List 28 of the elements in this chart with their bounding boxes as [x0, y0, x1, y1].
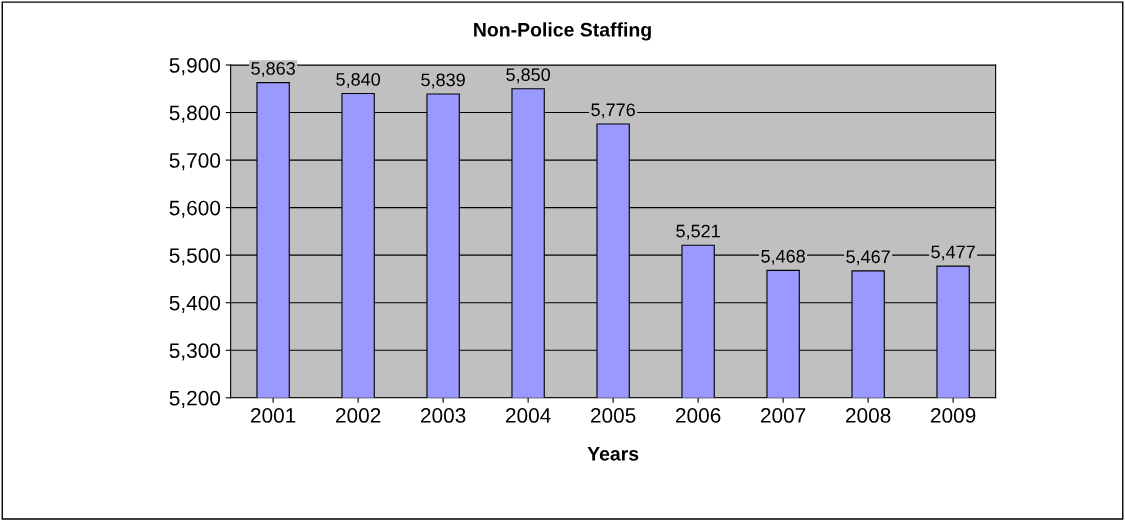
data-label: 5,521: [676, 224, 720, 240]
data-label: 5,477: [931, 245, 975, 261]
y-tick-label: 5,800: [169, 105, 221, 123]
x-tick-label: 2006: [676, 408, 721, 423]
data-label: 5,468: [761, 249, 805, 265]
x-tick-label: 2007: [761, 408, 806, 423]
data-label: 5,863: [251, 62, 295, 77]
x-tick-label: 2005: [591, 408, 636, 423]
data-label: 5,467: [846, 250, 890, 266]
chart-title: Non-Police Staffing: [474, 22, 651, 41]
y-tick-label: 5,600: [169, 200, 221, 218]
x-tick-label: 2008: [846, 408, 891, 423]
x-tick-label: 2002: [336, 408, 381, 423]
data-label: 5,840: [336, 73, 381, 88]
y-tick-label: 5,500: [169, 248, 221, 266]
x-tick-label: 2004: [506, 408, 551, 423]
x-tick-label: 2009: [931, 408, 976, 423]
data-label: 5,850: [506, 68, 551, 84]
y-tick-label: 5,700: [169, 153, 221, 171]
y-tick-label: 5,400: [169, 295, 221, 313]
x-tick-label: 2001: [251, 408, 296, 423]
y-tick-label: 5,900: [169, 58, 221, 76]
x-axis-title: Years: [587, 447, 639, 461]
data-label: 5,839: [421, 73, 465, 89]
y-tick-label: 5,200: [169, 390, 221, 409]
x-tick-label: 2003: [421, 408, 466, 423]
y-tick-label: 5,300: [169, 343, 221, 361]
data-label: 5,776: [591, 103, 635, 119]
